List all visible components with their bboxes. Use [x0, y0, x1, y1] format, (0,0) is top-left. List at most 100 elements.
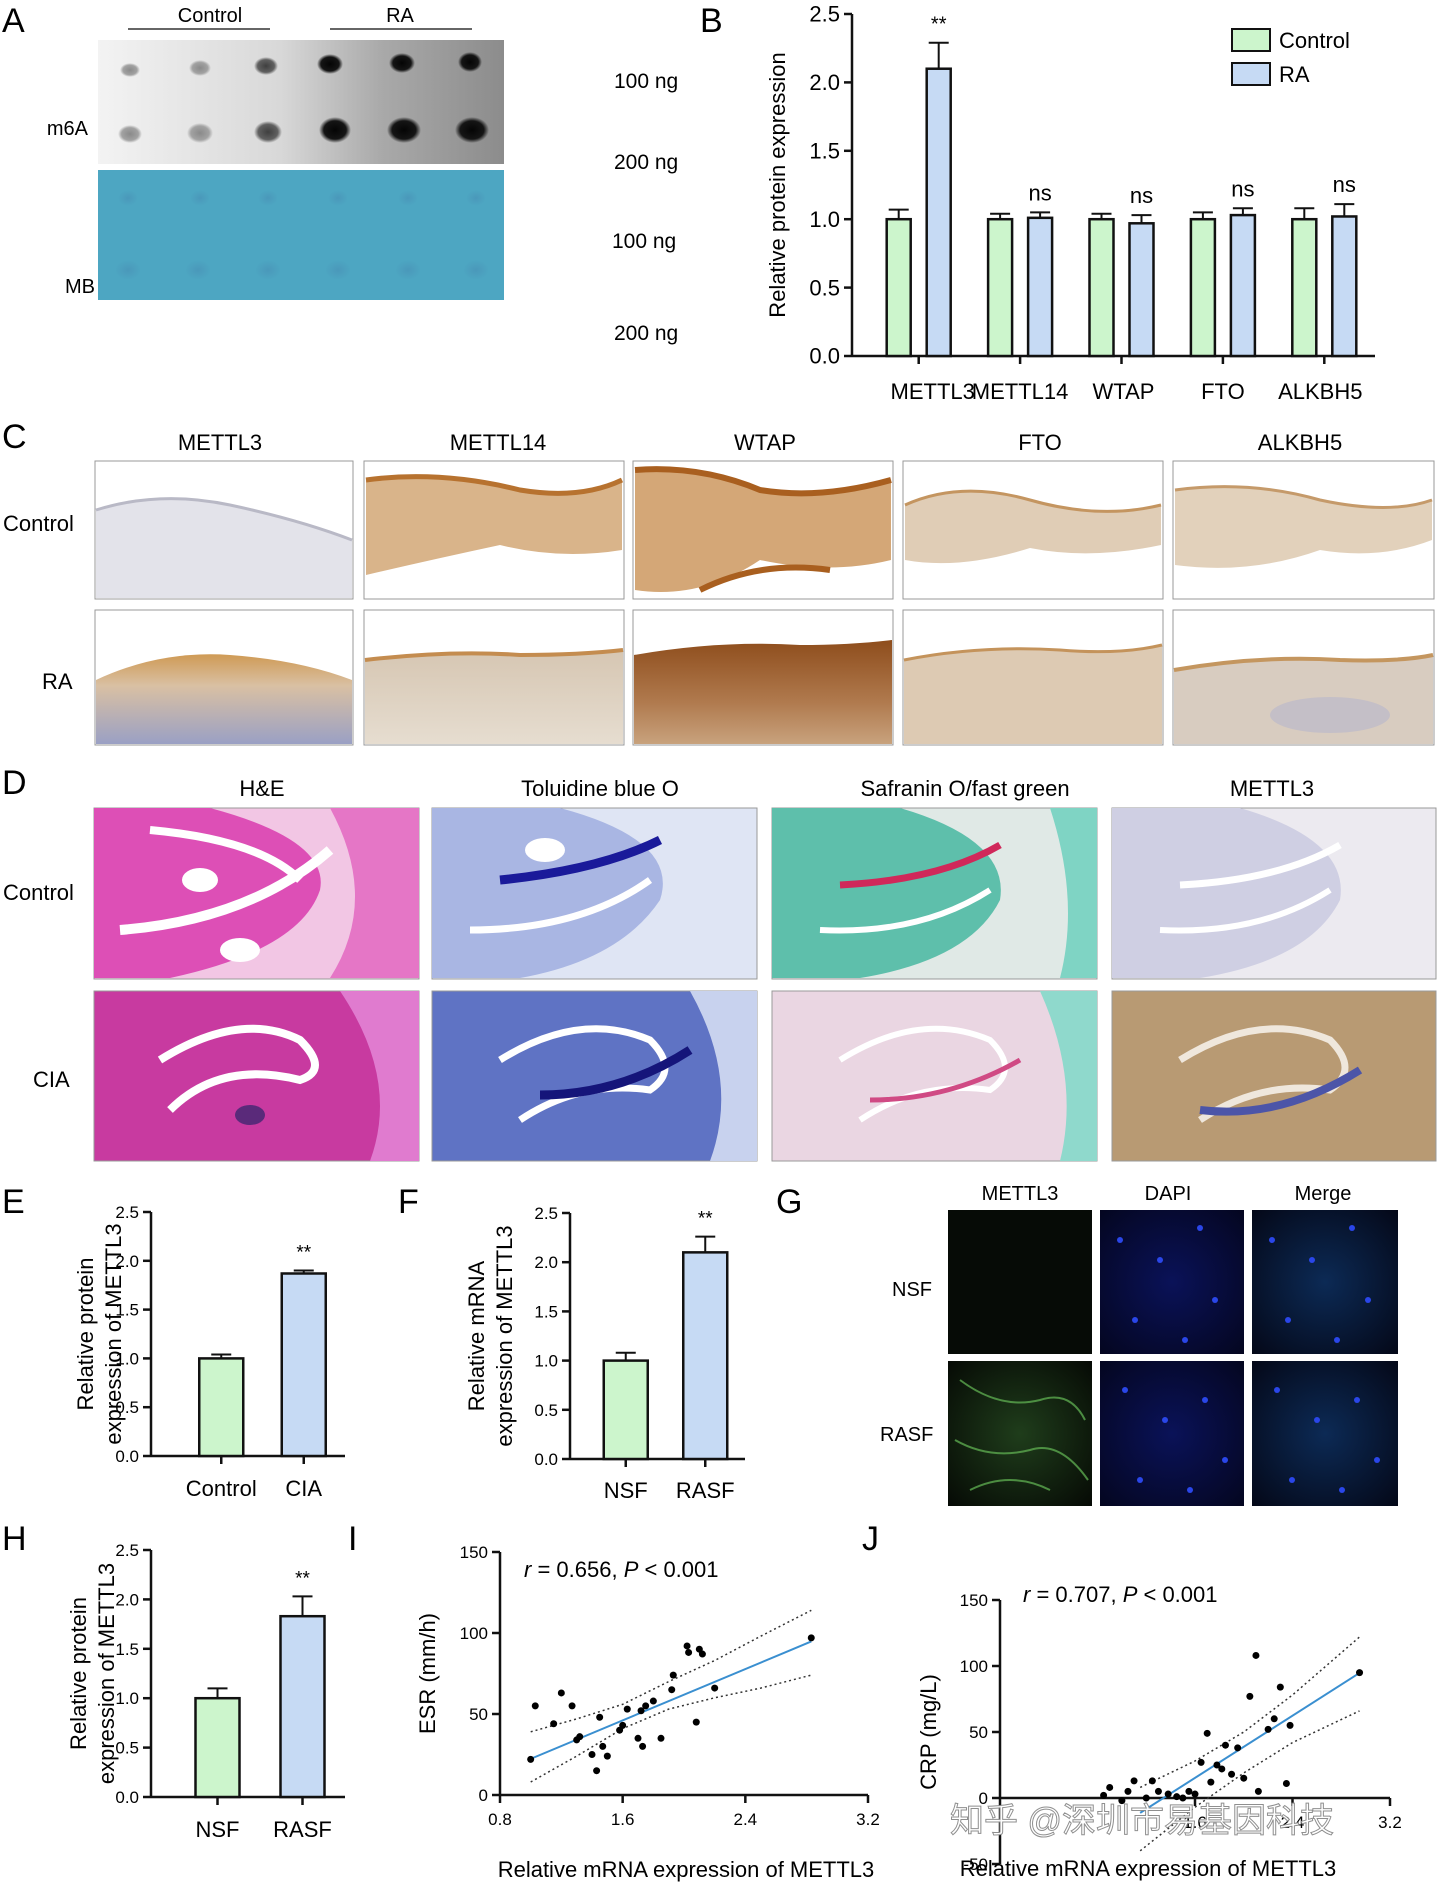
marker-label-mettl14: METTL14 — [450, 430, 547, 455]
histology-image-cia-toluidine — [431, 990, 758, 1162]
data-point — [619, 1721, 627, 1729]
bar-control-mettl3 — [885, 217, 912, 358]
y-tick-label: 1.5 — [809, 139, 840, 164]
panel-letter-g: G — [776, 1183, 802, 1221]
significance-label: ns — [1028, 180, 1051, 205]
x-axis-label: Relative mRNA expression of METTL3 — [960, 1856, 1337, 1881]
data-point — [1264, 1725, 1272, 1733]
ihc-image-control-mettl14 — [363, 460, 625, 600]
y-tick-label: 2.5 — [115, 1541, 139, 1560]
data-point — [642, 1702, 650, 1710]
x-tick-label-mettl3: METTL3 — [891, 379, 975, 404]
data-point — [1234, 1744, 1242, 1752]
y-tick-label: 100 — [960, 1657, 988, 1676]
annotation-p-label: P — [1123, 1582, 1138, 1607]
panel-letter-j: J — [862, 1520, 879, 1558]
panel-letter-c: C — [2, 418, 27, 456]
bar-control-wtap — [1088, 217, 1115, 358]
y-tick-label: 150 — [960, 1591, 988, 1610]
x-tick-label-rasf: RASF — [676, 1478, 735, 1503]
data-point — [1148, 1777, 1156, 1785]
data-point — [685, 1648, 693, 1656]
significance-label: ** — [698, 1209, 713, 1230]
data-point — [1246, 1692, 1254, 1700]
y-tick-label: 2.5 — [809, 2, 840, 27]
bar-control-control — [198, 1357, 245, 1458]
fluorescence-image-nsf-dapi — [1100, 1210, 1244, 1354]
y-tick-label: 0.0 — [115, 1447, 139, 1466]
bar-ra-wtap — [1128, 222, 1155, 358]
data-point — [1221, 1741, 1229, 1749]
data-point — [599, 1742, 607, 1750]
x-tick-label: 0.8 — [488, 1810, 512, 1829]
data-point — [1142, 1794, 1150, 1802]
x-tick-label-control: Control — [186, 1476, 257, 1501]
chart-h-protein-mettl3: 0.0 0.5 1.0 1.5 2.0 2.5 Relative protein expres… — [66, 1541, 345, 1842]
channel-label-merge: Merge — [1295, 1183, 1352, 1205]
data-point — [1207, 1778, 1215, 1786]
bar-ra-alkbh5 — [1331, 215, 1358, 358]
amount-label: 100 ng — [614, 70, 678, 93]
y-tick-label: 0.5 — [115, 1398, 139, 1417]
data-point — [1179, 1794, 1187, 1802]
data-point — [669, 1671, 677, 1679]
data-point — [711, 1684, 719, 1692]
y-tick-label: 2.0 — [115, 1590, 139, 1609]
annotation-r-value: = 0.707, — [1030, 1582, 1122, 1607]
data-point — [1276, 1683, 1284, 1691]
data-point — [593, 1767, 601, 1775]
data-point — [596, 1713, 604, 1721]
y-axis-label: CRP (mg/L) — [916, 1674, 941, 1790]
y-tick-label: 0.5 — [115, 1739, 139, 1758]
y-axis-label: Relative mRNA — [464, 1260, 489, 1411]
mb-dots — [115, 190, 489, 280]
data-point — [1191, 1790, 1199, 1798]
fluorescence-image-nsf-mettl3 — [948, 1210, 1092, 1354]
ihc-image-ra-mettl3 — [94, 609, 354, 746]
amount-label: 200 ng — [614, 322, 678, 345]
ihc-image-ra-fto — [902, 609, 1164, 746]
data-point — [623, 1705, 631, 1713]
y-axis-label: Relative protein — [66, 1597, 91, 1750]
mb-membrane — [98, 170, 504, 300]
confidence-band-upper — [1139, 1636, 1360, 1789]
x-tick-label-fto: FTO — [1201, 379, 1245, 404]
data-point — [1252, 1651, 1260, 1659]
bar-ra-mettl14 — [1026, 216, 1054, 358]
bar-control-fto — [1189, 217, 1217, 358]
m6a-membrane — [98, 40, 504, 164]
panel-letter-b: B — [700, 2, 723, 40]
y-tick-label: 0 — [979, 1789, 988, 1808]
panel-c-ihc-synovium: C METTL3 METTL14 WTAP FTO ALKBH5 Control… — [2, 418, 1435, 746]
regression-line — [530, 1640, 812, 1760]
x-tick-label-nsf: NSF — [604, 1478, 648, 1503]
y-tick-label: 1.5 — [115, 1640, 139, 1659]
row-label-control: Control — [3, 511, 74, 536]
y-tick-label: 1.0 — [809, 207, 840, 232]
significance-label: ns — [1333, 172, 1356, 197]
stain-label-toluidine: Toluidine blue O — [521, 776, 679, 801]
row-label-control: Control — [3, 880, 74, 905]
panel-letter-e: E — [2, 1183, 25, 1221]
ihc-image-ra-alkbh5 — [1172, 609, 1435, 746]
ihc-image-ra-wtap — [632, 609, 894, 746]
chart-j-crp-correlation: -50 0 50 100 150 1.6 2.4 3.2 Relative mRNA expre… — [916, 1582, 1402, 1881]
fluorescence-image-rasf-dapi — [1100, 1361, 1244, 1506]
marker-label-wtap: WTAP — [734, 430, 796, 455]
x-tick-label-wtap: WTAP — [1093, 379, 1155, 404]
x-axis-label: Relative mRNA expression of METTL3 — [498, 1857, 875, 1882]
row-label-cia: CIA — [33, 1067, 70, 1092]
y-tick-label: 50 — [969, 1723, 988, 1742]
group-label-control: Control — [178, 5, 242, 27]
y-axis-label: Relative protein expression — [765, 52, 790, 317]
bar-nsf-nsf — [194, 1696, 241, 1799]
histology-image-control-mettl3 — [1111, 807, 1437, 980]
x-tick-label-rasf: RASF — [273, 1817, 332, 1842]
y-axis-label: ESR (mm/h) — [415, 1613, 440, 1734]
chart-e-protein-mettl3: 0.0 0.5 1.0 1.5 2.0 2.5 Relative protein expres… — [73, 1203, 345, 1501]
confidence-band-lower — [530, 1674, 812, 1783]
y-tick-label: 2.0 — [534, 1253, 558, 1272]
stain-label-safranin: Safranin O/fast green — [860, 776, 1069, 801]
row-label-rasf: RASF — [880, 1424, 933, 1446]
